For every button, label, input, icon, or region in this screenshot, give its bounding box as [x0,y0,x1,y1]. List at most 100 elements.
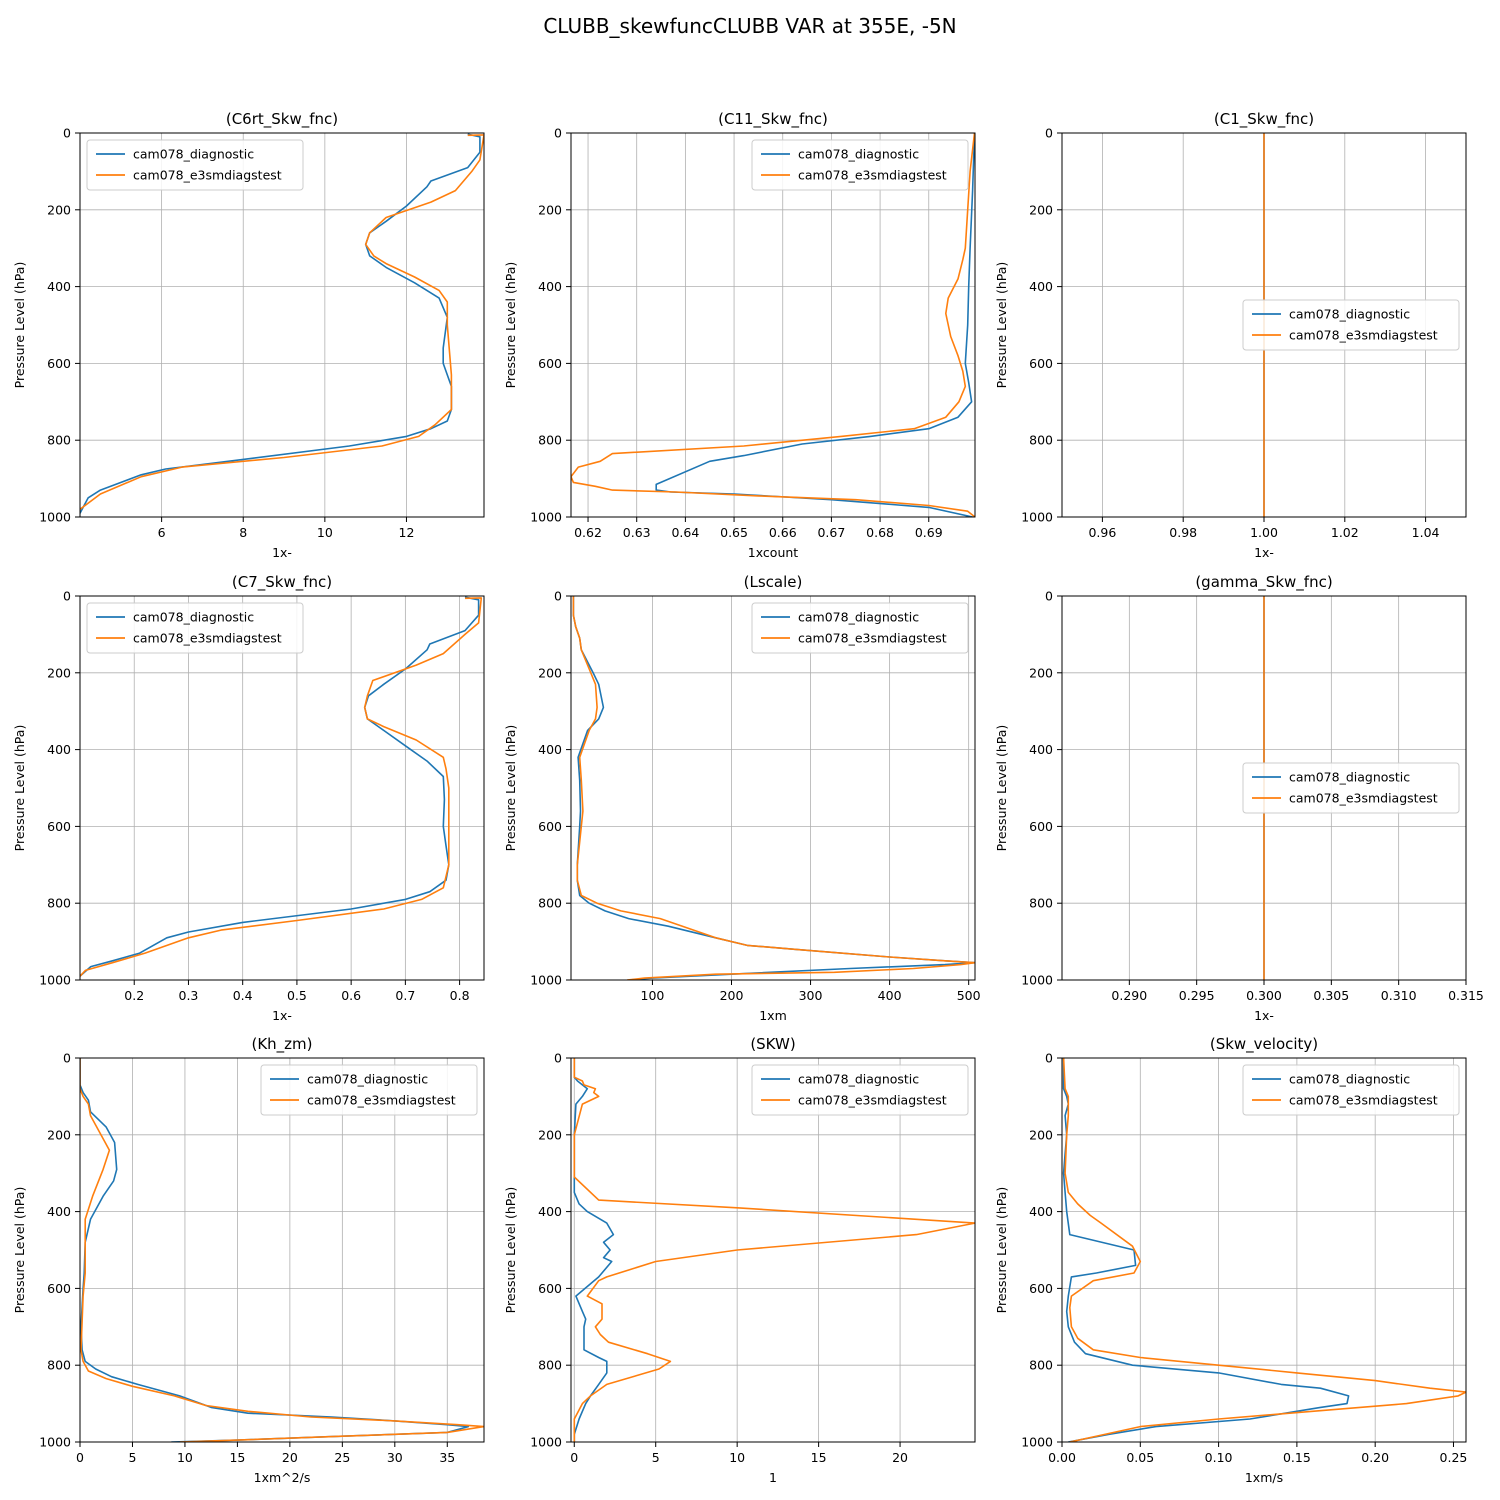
legend: cam078_diagnostic cam078_e3smdiagstest [86,139,304,191]
x-tick-label: 0.290 [1111,988,1147,1003]
x-axis-label: 1x- [1254,545,1274,560]
y-tick-label: 200 [47,1127,71,1142]
x-tick-label: 100 [641,988,665,1003]
x-tick-label: 0.67 [817,525,845,540]
x-tick-label: 20 [282,1450,298,1465]
x-tick-label: 0.00 [1048,1450,1076,1465]
x-tick-label: 0.96 [1088,525,1116,540]
y-tick-label: 1000 [530,1435,562,1450]
plot-area [1062,1058,1466,1442]
x-tick-label: 1.00 [1250,525,1278,540]
x-tick-label: 0.20 [1361,1450,1389,1465]
y-tick-label: 0 [63,589,71,604]
y-tick-label: 400 [538,1204,562,1219]
series-line-2 [1062,1058,1466,1442]
legend-entry-label: cam078_diagnostic [798,147,919,162]
legend-entry-label: cam078_diagnostic [1289,770,1410,785]
axes-frame [570,595,976,981]
x-axis-label: 1xcount [748,545,798,560]
legend: cam078_diagnostic cam078_e3smdiagstest [1242,299,1460,351]
panel-title: (Skw_velocity) [1210,1035,1318,1054]
legend-box [86,139,304,191]
x-tick-label: 0.68 [866,525,894,540]
x-tick-label: 0.69 [915,525,943,540]
x-tick-label: 0.66 [769,525,797,540]
x-tick-label: 25 [334,1450,350,1465]
y-tick-label: 600 [47,1281,71,1296]
chart-panel-2: 0.62 0.63 0.64 0.65 0.66 0.67 0.68 0.69 0 200 400 6… [503,110,976,560]
x-tick-label: 0.305 [1313,988,1349,1003]
chart-panel-1: 6 8 10 12 0 200 400 600 800 1000 (C6rt_Skw_fnc) 1x-… [12,110,485,560]
y-tick-label: 800 [1029,433,1053,448]
legend-box [751,1064,969,1116]
x-tick-label: 0.3 [179,988,199,1003]
legend: cam078_diagnostic cam078_e3smdiagstest [751,602,969,654]
y-tick-label: 200 [47,202,71,217]
y-tick-label: 400 [1029,279,1053,294]
y-tick-label: 600 [538,356,562,371]
x-tick-label: 10 [317,525,333,540]
legend-entry-label: cam078_e3smdiagstest [798,168,947,183]
series-line-2 [80,597,483,977]
y-tick-label: 800 [47,896,71,911]
y-tick-label: 400 [538,279,562,294]
panel-title: (C11_Skw_fnc) [718,110,828,129]
chart-panel-3: 0.96 0.98 1.00 1.02 1.04 0 200 400 600 800 1000 (C1… [994,110,1467,560]
series-line-1 [80,596,480,977]
y-tick-label: 800 [538,433,562,448]
y-tick-label: 800 [47,433,71,448]
chart-panel-5: 100 200 300 400 500 0 200 400 600 800 1000 (Lscale)… [503,573,981,1023]
x-tick-label: 1.02 [1331,525,1359,540]
x-tick-label: 0.300 [1246,988,1282,1003]
x-tick-label: 0.295 [1179,988,1215,1003]
y-axis-label: Pressure Level (hPa) [994,1187,1009,1314]
y-tick-label: 600 [538,819,562,834]
x-tick-label: 0.315 [1448,988,1484,1003]
panel-title: (SKW) [750,1035,795,1053]
x-tick-label: 0.65 [720,525,748,540]
legend-entry-label: cam078_diagnostic [133,147,254,162]
y-tick-label: 0 [554,1051,562,1066]
y-tick-label: 0 [1045,589,1053,604]
axes-frame [79,595,485,981]
y-tick-label: 0 [63,126,71,141]
axes-frame [79,1057,485,1443]
y-tick-label: 1000 [39,1435,71,1450]
y-tick-label: 600 [1029,1281,1053,1296]
series-line-1 [573,1058,615,1442]
legend: cam078_diagnostic cam078_e3smdiagstest [86,602,304,654]
y-tick-label: 1000 [39,973,71,988]
y-tick-label: 0 [554,589,562,604]
y-tick-label: 200 [538,665,562,680]
legend: cam078_diagnostic cam078_e3smdiagstest [1242,1064,1460,1116]
y-axis-label: Pressure Level (hPa) [503,262,518,389]
x-tick-label: 0.15 [1283,1450,1311,1465]
y-axis-label: Pressure Level (hPa) [12,725,27,852]
legend: cam078_diagnostic cam078_e3smdiagstest [1242,762,1460,814]
x-tick-label: 0.5 [287,988,307,1003]
y-tick-label: 800 [47,1358,71,1373]
y-tick-label: 200 [1029,202,1053,217]
legend-entry-label: cam078_e3smdiagstest [133,168,282,183]
y-tick-label: 200 [1029,665,1053,680]
axes-frame [79,132,485,518]
x-tick-label: 5 [128,1450,136,1465]
x-tick-label: 5 [652,1450,660,1465]
legend-entry-label: cam078_diagnostic [307,1072,428,1087]
series-line-2 [572,596,975,980]
panel-title: (C7_Skw_fnc) [232,573,332,592]
x-tick-label: 400 [878,988,902,1003]
y-tick-label: 400 [47,279,71,294]
x-axis-label: 1x- [1254,1008,1274,1023]
x-axis-label: 1x- [272,545,292,560]
legend-entry-label: cam078_e3smdiagstest [1289,1093,1438,1108]
legend-entry-label: cam078_diagnostic [798,610,919,625]
y-tick-label: 200 [538,202,562,217]
chart-panel-6: 0.290 0.295 0.300 0.305 0.310 0.315 0 200 400 600… [994,573,1484,1023]
y-tick-label: 600 [47,356,71,371]
y-axis-label: Pressure Level (hPa) [994,725,1009,852]
y-tick-label: 800 [1029,896,1053,911]
plot-area [571,1058,975,1442]
panel-title: (Kh_zm) [251,1035,312,1054]
